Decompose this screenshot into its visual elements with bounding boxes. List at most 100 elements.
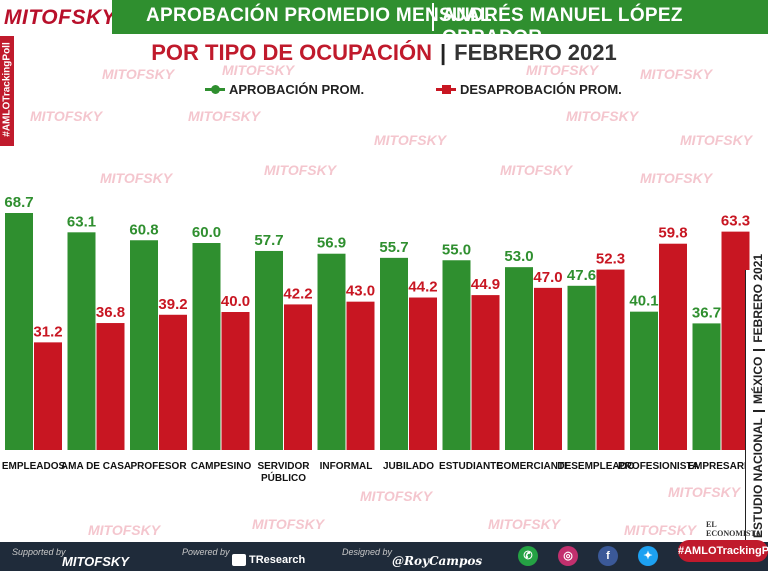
category-label: COMERCIANTE [496,461,571,472]
category-label: EMPRESARIO [687,461,754,472]
bar-approval [505,267,533,450]
data-label-disapproval: 63.3 [721,213,750,230]
data-label-disapproval: 52.3 [596,251,625,268]
category-label: PÚBLICO [261,471,306,484]
watermark: MITOFSKY [360,488,433,504]
category-label: DESEMPLEADO [557,461,634,472]
watermark: MITOFSKY [668,484,741,500]
data-label-disapproval: 43.0 [346,283,375,300]
data-label-approval: 47.6 [567,267,596,284]
data-label-approval: 40.1 [629,293,658,310]
footer: Supported by MITOFSKY Powered by TResear… [0,542,768,571]
data-label-disapproval: 42.2 [283,285,312,302]
bar-approval [692,323,721,450]
watermark: MITOFSKY [30,108,103,124]
watermark: MITOFSKY [640,170,713,186]
data-label-approval: 53.0 [504,248,533,265]
subtitle-category: POR TIPO DE OCUPACIÓN [151,40,432,65]
bar-approval [567,285,596,450]
bar-approval [380,257,408,450]
data-label-approval: 55.0 [442,241,471,258]
supported-by-brand: MITOFSKY [62,554,129,569]
subtitle-separator: | [439,40,447,65]
bar-disapproval [284,304,312,450]
side-hashtag: #AMLOTrackingPoll [0,36,14,146]
watermark: MITOFSKY [100,170,173,186]
data-label-approval: 68.7 [4,194,33,211]
page-subject: ANDRÉS MANUEL LÓPEZ OBRADOR [442,5,683,48]
data-label-disapproval: 40.0 [221,293,250,310]
data-label-approval: 57.7 [254,232,283,249]
bar-disapproval [409,297,437,450]
tresearch-icon [232,554,246,567]
data-label-approval: 55.7 [379,239,408,256]
bar-disapproval [659,243,687,450]
twitter-icon[interactable]: ✦ [638,546,658,566]
watermark: MITOFSKY [680,132,753,148]
bar-disapproval [596,269,625,450]
instagram-icon[interactable]: ◎ [558,546,578,566]
category-label: ESTUDIANTE [439,461,503,472]
category-label: CAMPESINO [191,461,252,472]
data-label-disapproval: 44.9 [471,276,500,293]
legend-approval: APROBACIÓN PROM. [205,80,364,98]
chart-subtitle: POR TIPO DE OCUPACIÓN | FEBRERO 2021 [0,40,768,66]
bar-approval [130,240,158,450]
legend-approval-label: APROBACIÓN PROM. [229,81,365,97]
title-bar [112,0,768,34]
data-label-disapproval: 44.2 [408,279,437,296]
bar-disapproval [534,287,562,450]
designer-name: @RoyCampos [392,554,483,568]
designed-by-label: Designed by [342,547,393,557]
watermark: MITOFSKY [252,516,325,532]
data-label-approval: 56.9 [317,235,346,252]
data-label-disapproval: 31.2 [33,323,62,340]
bar-approval [317,253,346,450]
powered-by-name: TResearch [249,554,306,566]
bar-approval [255,250,283,450]
bar-approval [5,213,33,450]
bar-approval [630,311,658,450]
study-date: FEBRERO 2021 [751,253,765,343]
category-label: JUBILADO [383,461,434,472]
data-label-disapproval: 36.8 [96,304,125,321]
category-label: PROFESIONISTA [618,461,699,472]
watermark: MITOFSKY [624,522,697,538]
page-title: APROBACIÓN PROMEDIO MENSUAL [146,5,492,26]
watermark: MITOFSKY [102,66,175,82]
watermark: MITOFSKY [88,522,161,538]
data-label-disapproval: 59.8 [658,225,687,242]
facebook-icon[interactable]: f [598,546,618,566]
title-separator [432,3,434,31]
watermark: MITOFSKY [526,62,599,78]
bar-disapproval [221,312,250,450]
watermark: MITOFSKY [222,62,295,78]
bar-disapproval [471,295,500,450]
study-country: MÉXICO [751,356,765,404]
category-label: EMPLEADOS [2,461,66,472]
footer-hashtag[interactable]: #AMLOTrackingPoll [678,540,768,562]
watermark: MITOFSKY [500,162,573,178]
watermark: MITOFSKY [566,108,639,124]
watermark: MITOFSKY [640,66,713,82]
category-label: PROFESOR [130,461,187,472]
watermark: MITOFSKY [188,108,261,124]
data-label-approval: 36.7 [692,304,721,321]
bar-disapproval [96,323,125,450]
data-label-disapproval: 39.2 [158,296,187,313]
legend-approval-marker [205,82,225,96]
category-label: SERVIDOR [257,461,310,472]
bar-approval [442,260,471,450]
whatsapp-icon[interactable]: ✆ [518,546,538,566]
data-label-approval: 63.1 [67,213,96,230]
bar-disapproval [159,314,187,450]
bar-disapproval [721,231,750,450]
watermark: MITOFSKY [488,516,561,532]
data-label-approval: 60.0 [192,224,221,241]
legend-disapproval-marker [436,82,456,96]
bar-approval [67,232,96,450]
powered-by-label: Powered by [182,547,230,557]
category-label: AMA DE CASA [61,461,131,472]
